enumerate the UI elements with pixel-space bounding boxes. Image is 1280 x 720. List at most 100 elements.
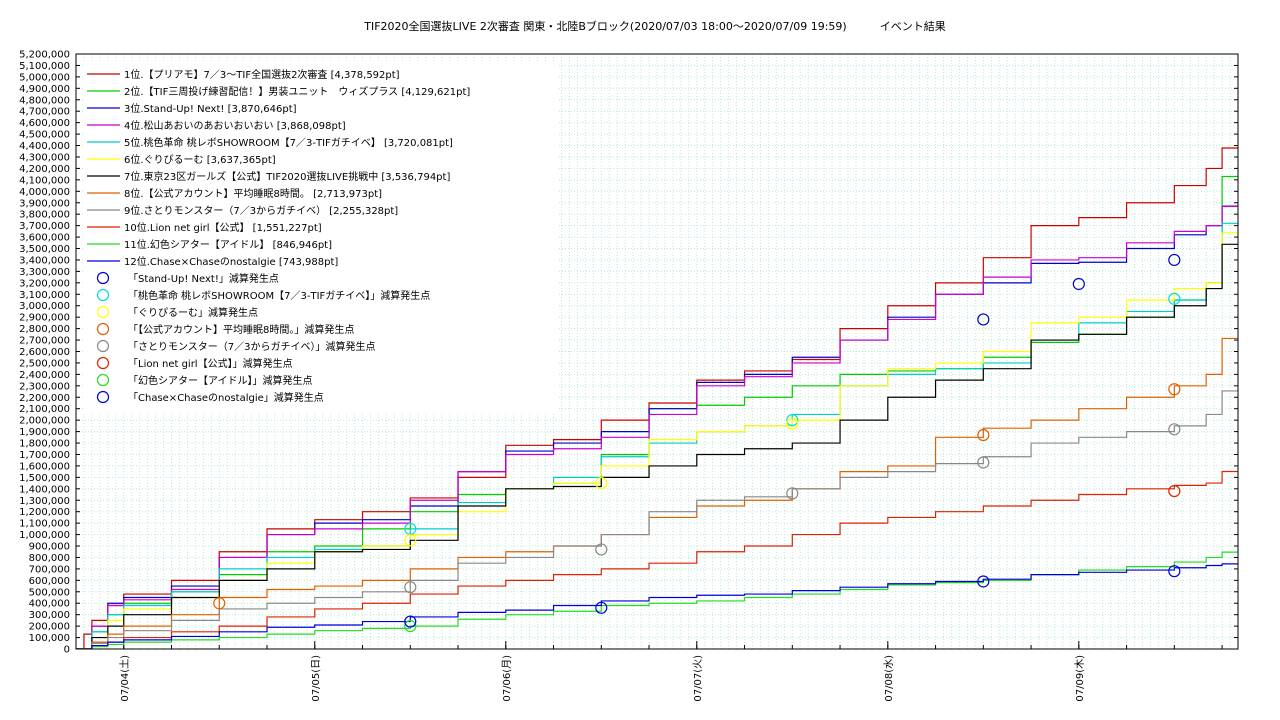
reduction-marker xyxy=(1168,253,1181,267)
y-tick-label: 4,100,000 xyxy=(19,175,70,186)
y-tick-label: 4,900,000 xyxy=(19,84,70,95)
legend-entry: 3位.Stand-Up! Next! [3,870,646pt] xyxy=(124,102,297,115)
y-tick-label: 5,100,000 xyxy=(19,61,70,72)
legend-entry: 「さとりモンスター（7／3からガチイベ）」減算発生点 xyxy=(128,340,376,353)
y-tick-label: 2,800,000 xyxy=(19,324,70,335)
x-tick-label: 07/09(木) xyxy=(1074,655,1086,702)
y-tick-label: 100,000 xyxy=(29,633,70,644)
y-tick-label: 2,300,000 xyxy=(19,381,70,392)
legend-entry: 「Lion net girl【公式】」減算発生点 xyxy=(128,357,293,370)
legend-entry: 5位.桃色革命 桃レボSHOWROOM【7／3-TIFガチイベ】 [3,720,… xyxy=(124,136,453,149)
y-tick-label: 4,000,000 xyxy=(19,187,70,198)
reduction-markers xyxy=(213,253,1181,633)
reduction-marker xyxy=(595,601,608,614)
y-tick-label: 700,000 xyxy=(29,564,70,575)
y-tick-label: 4,200,000 xyxy=(19,164,70,175)
y-tick-label: 4,700,000 xyxy=(19,107,70,118)
reduction-marker xyxy=(213,597,226,610)
reduction-marker xyxy=(1168,565,1181,578)
y-tick-label: 4,600,000 xyxy=(19,118,70,129)
legend: 1位.【プリアモ】7／3〜TIF全国選抜2次審査 [4,378,592pt] 2位… xyxy=(87,68,470,404)
reduction-marker xyxy=(977,313,990,326)
legend-swatch-marker xyxy=(96,339,110,353)
reduction-marker xyxy=(977,456,990,469)
legend-entry: 10位.Lion net girl【公式】 [1,551,227pt] xyxy=(124,221,322,234)
y-tick-label: 4,500,000 xyxy=(19,130,70,141)
y-tick-label: 3,400,000 xyxy=(19,255,70,266)
reduction-marker xyxy=(404,581,417,594)
reduction-marker xyxy=(977,575,990,588)
y-tick-label: 600,000 xyxy=(29,576,70,587)
y-tick-label: 3,700,000 xyxy=(19,221,70,232)
y-tick-label: 2,600,000 xyxy=(19,347,70,358)
y-tick-label: 500,000 xyxy=(29,587,70,598)
legend-entry: 12位.Chase×Chaseのnostalgie [743,988pt] xyxy=(124,255,338,268)
reduction-marker xyxy=(404,620,417,633)
reduction-marker xyxy=(404,615,417,628)
reduction-marker xyxy=(1072,277,1085,291)
y-tick-label: 2,200,000 xyxy=(19,393,70,404)
y-tick-label: 1,300,000 xyxy=(19,496,70,507)
series-line xyxy=(76,551,1238,649)
legend-swatch-marker xyxy=(96,390,110,404)
y-tick-label: 300,000 xyxy=(29,610,70,621)
y-tick-label: 1,000,000 xyxy=(19,530,70,541)
y-tick-label: 3,200,000 xyxy=(19,278,70,289)
legend-entry: 「Stand-Up! Next!」減算発生点 xyxy=(128,272,279,285)
y-tick-label: 5,000,000 xyxy=(19,72,70,83)
reduction-marker xyxy=(1168,484,1181,498)
legend-entry: 4位.松山あおいのあおいおいおい [3,868,098pt] xyxy=(124,119,346,132)
legend-background xyxy=(83,62,558,414)
legend-swatch-marker xyxy=(96,271,110,285)
y-tick-label: 3,800,000 xyxy=(19,210,70,221)
legend-entry: 「ぐりぴるーむ」減算発生点 xyxy=(128,306,258,319)
y-tick-label: 3,000,000 xyxy=(19,301,70,312)
x-tick-label: 07/04(土) xyxy=(118,655,131,702)
legend-entry: 1位.【プリアモ】7／3〜TIF全国選抜2次審査 [4,378,592pt] xyxy=(124,68,400,81)
reduction-marker xyxy=(1168,383,1181,396)
y-tick-label: 3,600,000 xyxy=(19,233,70,244)
reduction-marker xyxy=(786,487,799,500)
legend-entry: 7位.東京23区ガールズ【公式】TIF2020選抜LIVE挑戦中 [3,536,… xyxy=(124,170,450,183)
y-tick-label: 1,500,000 xyxy=(19,473,70,484)
legend-swatch-marker xyxy=(96,305,110,319)
y-tick-label: 1,800,000 xyxy=(19,439,70,450)
chart-title: TIF2020全国選抜LIVE 2次審査 関東・北陸Bブロック(2020/07/… xyxy=(363,19,945,33)
reduction-marker xyxy=(595,543,608,556)
series-line xyxy=(76,563,1238,649)
y-tick-label: 3,500,000 xyxy=(19,244,70,255)
y-tick-label: 4,400,000 xyxy=(19,141,70,152)
y-tick-label: 200,000 xyxy=(29,622,70,633)
y-tick-label: 5,200,000 xyxy=(19,50,70,61)
y-tick-label: 1,900,000 xyxy=(19,427,70,438)
y-axis: 0100,000200,000300,000400,000500,000600,… xyxy=(19,50,1238,656)
legend-entry: 2位.【TIF三周投げ練習配信！】男装ユニット ウィズプラス [4,129,62… xyxy=(124,85,470,98)
series-lines xyxy=(76,147,1238,649)
series-line xyxy=(76,243,1238,649)
legend-entry: 9位.さとりモンスター（7／3からガチイベ） [2,255,328pt] xyxy=(124,204,398,217)
y-tick-label: 4,300,000 xyxy=(19,152,70,163)
reduction-marker xyxy=(1168,423,1181,436)
y-tick-label: 1,700,000 xyxy=(19,450,70,461)
y-tick-label: 2,500,000 xyxy=(19,358,70,369)
y-tick-label: 2,000,000 xyxy=(19,416,70,427)
x-tick-label: 07/07(火) xyxy=(692,655,704,702)
legend-entry: 「Chase×Chaseのnostalgie」減算発生点 xyxy=(128,391,324,404)
reduction-marker xyxy=(786,414,799,427)
y-tick-label: 3,300,000 xyxy=(19,267,70,278)
y-tick-label: 1,600,000 xyxy=(19,461,70,472)
legend-entry: 「桃色革命 桃レボSHOWROOM【7／3-TIFガチイベ】」減算発生点 xyxy=(128,289,430,302)
x-axis: 07/04(土) 07/05(日) 07/06(月) 07/07(火) 07/08(水)… xyxy=(75,641,1223,702)
legend-swatch-marker xyxy=(96,356,110,370)
reduction-marker xyxy=(1168,292,1181,305)
y-tick-label: 1,400,000 xyxy=(19,484,70,495)
reduction-marker xyxy=(977,428,990,442)
legend-entry: 「幻色シアター【アイドル】」減算発生点 xyxy=(128,374,313,387)
y-tick-label: 3,900,000 xyxy=(19,198,70,209)
y-tick-label: 4,800,000 xyxy=(19,95,70,106)
y-tick-label: 2,100,000 xyxy=(19,404,70,415)
legend-swatch-marker xyxy=(96,288,110,302)
x-tick-label: 07/06(月) xyxy=(501,655,513,702)
legend-swatch-marker xyxy=(96,373,110,387)
